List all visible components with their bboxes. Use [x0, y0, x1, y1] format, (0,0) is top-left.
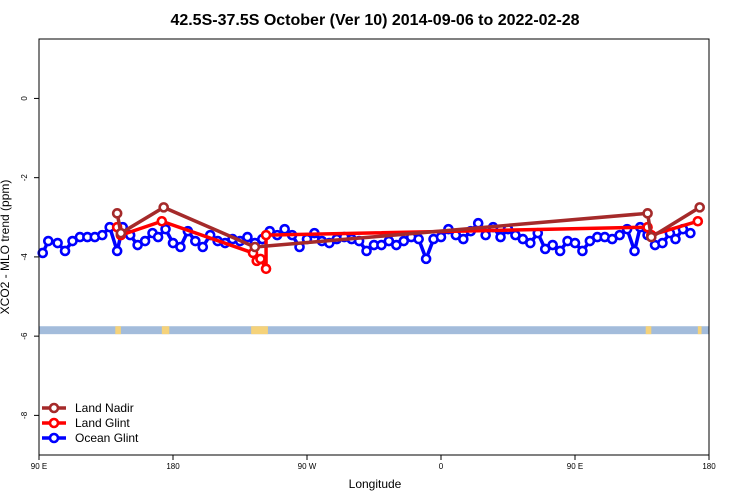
legend-label: Land Glint: [75, 416, 130, 430]
data-point: [435, 231, 447, 243]
data-point: [694, 202, 705, 213]
data-point: [156, 215, 168, 227]
data-point: [413, 233, 424, 245]
legend-marker: [48, 402, 60, 414]
land-surface-segment: [115, 326, 121, 335]
data-point: [160, 223, 171, 235]
data-point: [175, 241, 186, 253]
data-point: [115, 227, 127, 239]
data-point: [361, 245, 372, 257]
ocean-surface-band: [39, 326, 709, 335]
y-axis-label: XCO2 - MLO trend (ppm): [0, 180, 12, 315]
data-point: [242, 231, 253, 243]
land-surface-segment: [161, 326, 170, 335]
data-point: [577, 245, 588, 257]
legend-item: Ocean Glint: [42, 431, 139, 445]
surface-strip: [39, 326, 709, 335]
land-surface-segment: [645, 326, 652, 335]
x-tick-label: 90 E: [567, 462, 583, 471]
x-tick-label: 0: [439, 462, 444, 471]
series-layer: [37, 202, 705, 275]
data-point: [190, 235, 201, 247]
legend-item: Land Nadir: [42, 401, 134, 415]
data-point: [255, 253, 266, 265]
land-surface-segment: [251, 326, 268, 335]
x-tick-label: 180: [702, 462, 716, 471]
y-tick-label: -4: [20, 253, 29, 261]
series-land-nadir: [111, 202, 705, 253]
land-surface-segment: [697, 326, 702, 335]
y-tick-label: 0: [20, 96, 29, 101]
data-point: [37, 247, 49, 259]
data-point: [59, 245, 71, 257]
data-point: [111, 245, 123, 257]
data-point: [495, 231, 506, 243]
x-axis-label: Longitude: [349, 477, 402, 491]
chart-title: 42.5S-37.5S October (Ver 10) 2014-09-06 …: [170, 12, 579, 29]
data-point: [152, 231, 164, 243]
y-tick-label: -2: [20, 174, 29, 182]
data-point: [657, 237, 668, 249]
y-axis: 0 -2 -4 -6 -8: [20, 96, 39, 419]
data-point: [249, 241, 261, 253]
data-point: [670, 233, 681, 245]
data-point: [646, 231, 657, 243]
legend-marker: [48, 417, 60, 429]
data-point: [158, 202, 169, 213]
plot-frame: [38, 38, 710, 456]
data-point: [52, 237, 63, 249]
data-point: [111, 208, 123, 219]
x-tick-label: 180: [166, 462, 180, 471]
data-point: [629, 245, 640, 257]
data-point: [420, 253, 432, 265]
data-point: [43, 235, 54, 247]
legend-marker: [48, 432, 60, 444]
data-point: [614, 229, 625, 241]
y-tick-label: -6: [20, 332, 29, 340]
data-point: [260, 229, 272, 241]
data-point: [260, 263, 272, 275]
data-point: [685, 227, 696, 239]
data-point: [642, 208, 653, 219]
legend-item: Land Glint: [42, 416, 130, 430]
x-axis: 90 E 180 90 W 0 90 E 180: [31, 455, 716, 471]
data-point: [547, 239, 558, 251]
data-point: [279, 223, 290, 235]
x-tick-label: 90 W: [298, 462, 317, 471]
data-point: [458, 233, 469, 245]
data-point: [525, 237, 536, 249]
x-tick-label: 90 E: [31, 462, 47, 471]
legend-label: Ocean Glint: [75, 431, 139, 445]
legend-label: Land Nadir: [75, 401, 134, 415]
data-point: [554, 245, 566, 257]
data-point: [197, 241, 209, 253]
series-ocean-glint: [37, 217, 696, 265]
data-point: [96, 229, 108, 241]
data-point: [139, 235, 151, 247]
data-point: [692, 215, 704, 227]
data-point: [569, 237, 581, 249]
y-tick-label: -8: [20, 411, 29, 419]
